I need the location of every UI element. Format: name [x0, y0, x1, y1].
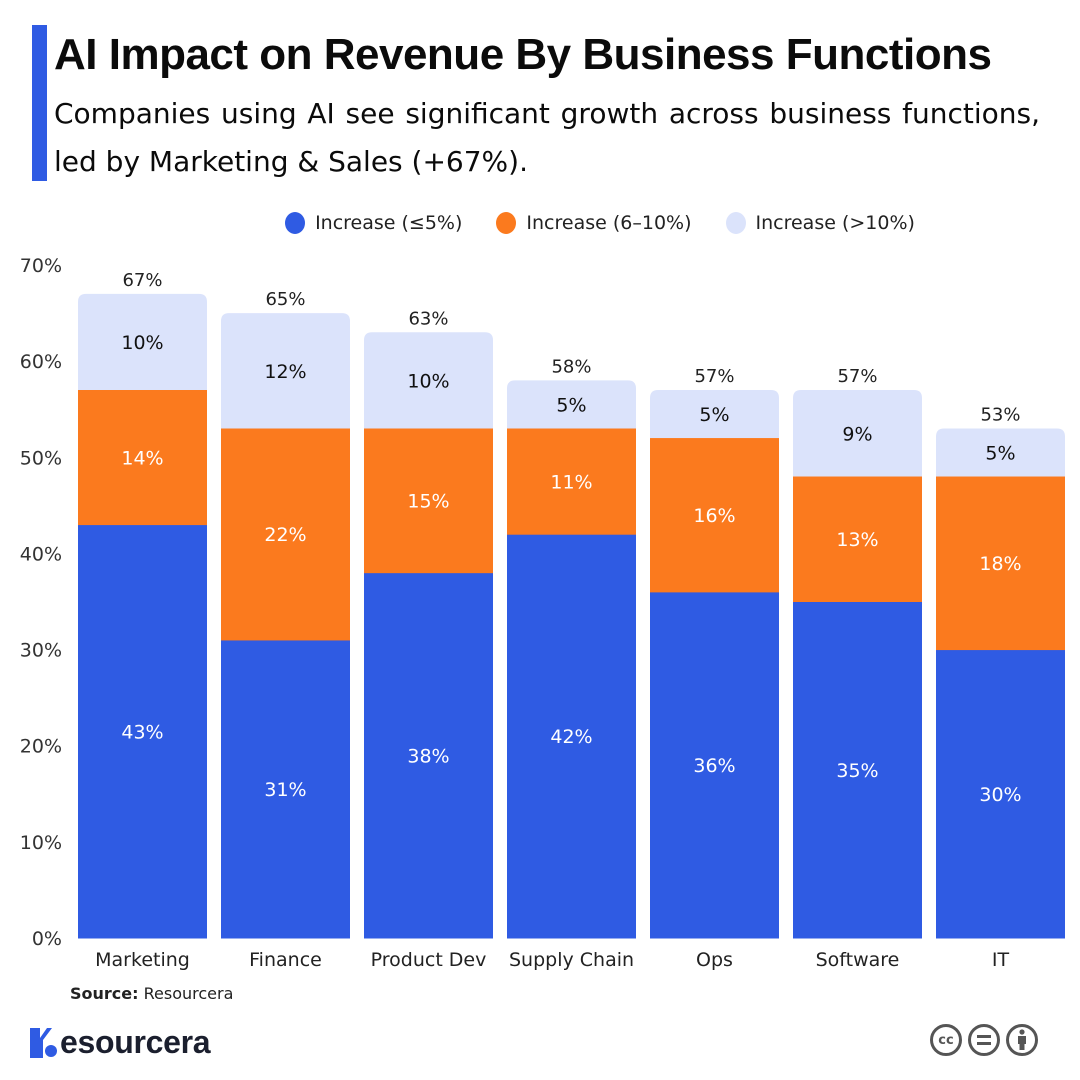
bar-segment: [507, 428, 636, 535]
logo-mark-icon: [30, 1027, 58, 1058]
page-title: AI Impact on Revenue By Business Functio…: [54, 30, 992, 79]
legend-item-high: Increase (>10%): [725, 212, 915, 234]
bar-value-label: 31%: [264, 779, 306, 801]
bar-value-label: 9%: [842, 423, 872, 445]
bar-segment: [78, 524, 207, 939]
y-tick-label: 30%: [20, 640, 62, 662]
bar-total-label: 57%: [837, 366, 877, 387]
bar-total-label: 65%: [265, 289, 305, 310]
bar-value-label: 11%: [550, 471, 592, 493]
title-accent-bar: [32, 25, 47, 181]
bar-segment: [221, 639, 350, 939]
x-tick-label: Product Dev: [371, 949, 487, 971]
bar-total-label: 63%: [408, 308, 448, 329]
bar-total-label: 67%: [122, 270, 162, 291]
bar-segment: [936, 649, 1065, 939]
x-tick-label: Ops: [696, 949, 733, 971]
bar-value-label: 43%: [121, 721, 163, 743]
bar-segment: [364, 572, 493, 939]
bar-segment: [78, 293, 207, 390]
bar-segment: [221, 428, 350, 641]
x-tick-label: Marketing: [95, 949, 190, 971]
cc-icon: cc: [930, 1024, 962, 1056]
attribution-icon: [1006, 1024, 1038, 1056]
bar-value-label: 5%: [699, 404, 729, 426]
bar-value-label: 15%: [407, 491, 449, 513]
x-tick-label: Supply Chain: [509, 949, 634, 971]
bar-segment: [793, 389, 922, 477]
bar-segment: [793, 476, 922, 602]
source-value: Resourcera: [143, 984, 234, 1003]
y-tick-label: 50%: [20, 447, 62, 469]
cc-icon-text: cc: [938, 1032, 954, 1048]
bar-segment: [936, 428, 1065, 477]
bar-segment: [507, 534, 636, 939]
y-tick-label: 70%: [20, 255, 62, 277]
bar-value-label: 14%: [121, 447, 163, 469]
bar-value-label: 36%: [693, 755, 735, 777]
x-tick-label: IT: [992, 949, 1010, 971]
bar-value-label: 35%: [836, 760, 878, 782]
legend-label-low: Increase (≤5%): [315, 212, 463, 234]
legend-swatch-high: [725, 212, 746, 234]
source-note: Source: Resourcera: [70, 984, 233, 1003]
y-tick-label: 0%: [32, 928, 62, 950]
bar-total-label: 58%: [551, 356, 591, 377]
logo-text: esourcera: [60, 1024, 211, 1060]
bar-segment: [364, 428, 493, 574]
bar-value-label: 5%: [556, 394, 586, 416]
legend-item-mid: Increase (6–10%): [496, 212, 692, 234]
bar-segment: [793, 601, 922, 939]
bar-value-label: 22%: [264, 524, 306, 546]
legend-swatch-low: [285, 212, 306, 234]
bar-value-label: 5%: [985, 442, 1015, 464]
y-tick-label: 40%: [20, 543, 62, 565]
bar-total-label: 53%: [980, 404, 1020, 425]
bar-segment: [650, 389, 779, 439]
bar-value-label: 10%: [407, 370, 449, 392]
bar-value-label: 12%: [264, 361, 306, 383]
legend-label-high: Increase (>10%): [755, 212, 915, 234]
bar-value-label: 18%: [979, 553, 1021, 575]
license-badges: cc: [930, 1024, 1038, 1056]
bar-segment: [78, 389, 207, 526]
resourcera-logo: esourcera: [30, 1024, 211, 1061]
legend-label-mid: Increase (6–10%): [526, 212, 692, 234]
bar-value-label: 10%: [121, 332, 163, 354]
y-tick-label: 10%: [20, 832, 62, 854]
bar-value-label: 30%: [979, 784, 1021, 806]
x-tick-label: Software: [816, 949, 900, 971]
bar-value-label: 38%: [407, 745, 449, 767]
bar-segment: [507, 380, 636, 429]
legend-swatch-mid: [496, 212, 517, 234]
y-tick-label: 60%: [20, 351, 62, 373]
bar-segment: [650, 591, 779, 939]
x-tick-label: Finance: [249, 949, 322, 971]
bar-total-label: 57%: [694, 366, 734, 387]
bar-value-label: 16%: [693, 505, 735, 527]
source-label: Source:: [70, 984, 139, 1003]
bar-value-label: 42%: [550, 726, 592, 748]
bar-value-label: 13%: [836, 529, 878, 551]
bar-segment: [936, 476, 1065, 651]
bar-segment: [650, 438, 779, 593]
legend-item-low: Increase (≤5%): [285, 212, 462, 234]
bar-segment: [364, 332, 493, 429]
page-subtitle: Companies using AI see significant growt…: [54, 97, 1040, 178]
chart-legend: Increase (≤5%) Increase (6–10%) Increase…: [60, 212, 1080, 234]
no-derivatives-icon: [968, 1024, 1000, 1056]
bar-segment: [221, 313, 350, 429]
y-tick-label: 20%: [20, 736, 62, 758]
